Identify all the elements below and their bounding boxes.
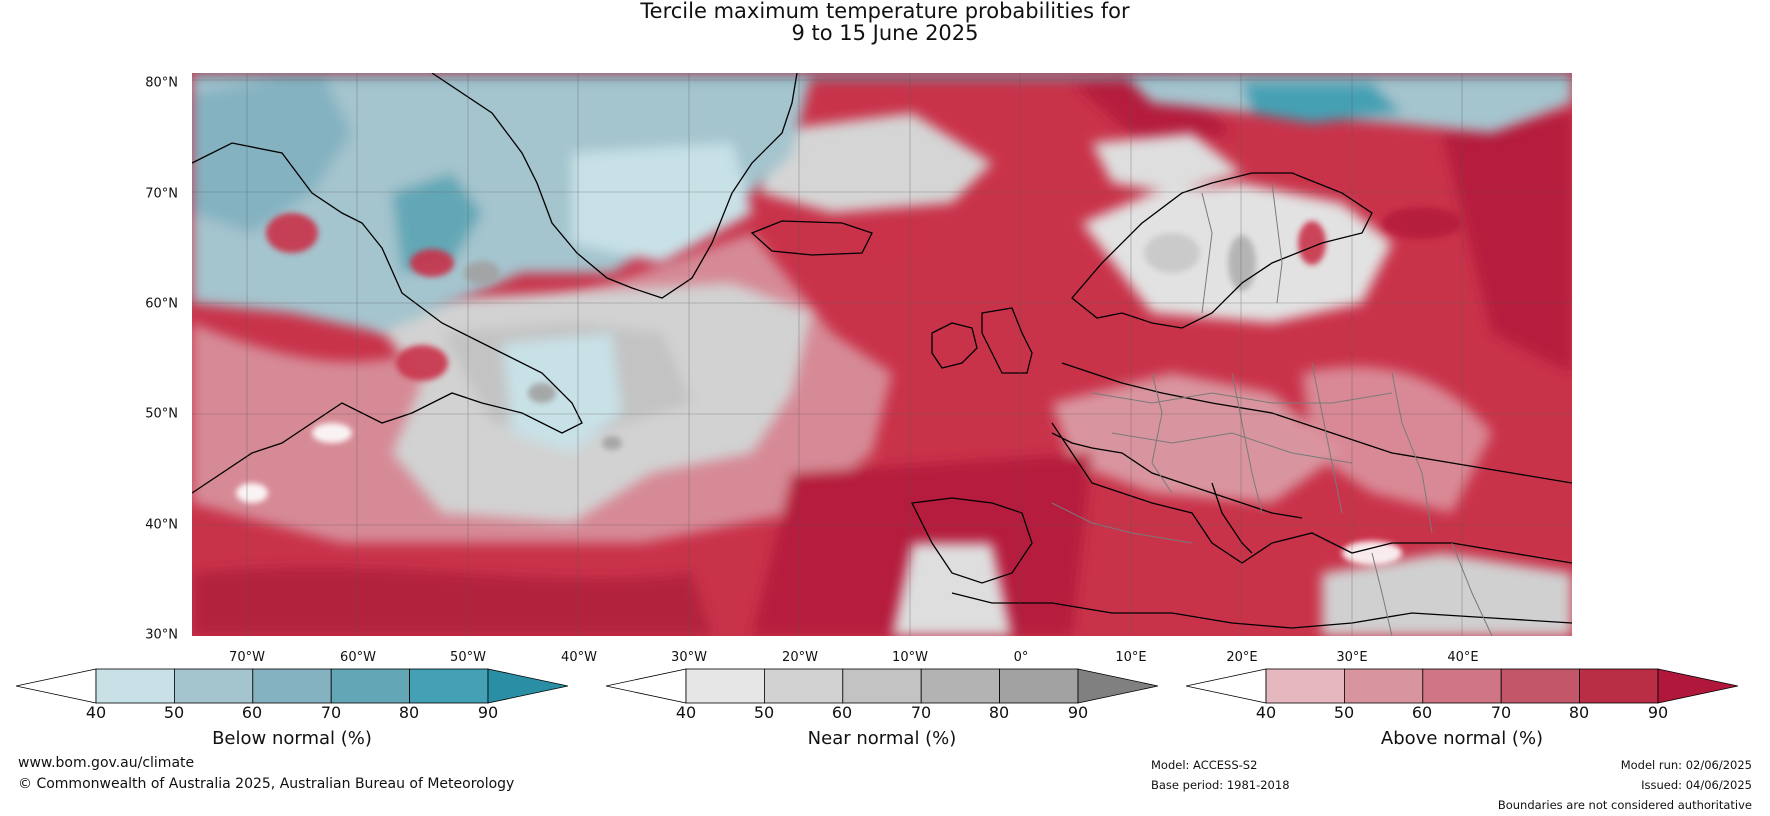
lon-label: 20°W bbox=[782, 650, 818, 665]
below-normal-upper-extension bbox=[487, 668, 568, 704]
near-normal-upper-extension bbox=[1077, 668, 1158, 704]
near-normal-tick: 40 bbox=[675, 703, 697, 722]
country-borders bbox=[1051, 182, 1493, 636]
near-normal-tick: 60 bbox=[831, 703, 853, 722]
lon-label: 0° bbox=[1013, 650, 1029, 665]
near-normal-colorbar bbox=[606, 668, 1158, 704]
near-normal-title: Near normal (%) bbox=[807, 728, 957, 749]
near-normal-segment bbox=[999, 668, 1079, 704]
above-normal-lower-extension bbox=[1186, 668, 1267, 704]
below-normal-tick: 50 bbox=[163, 703, 185, 722]
lat-label: 80°N bbox=[145, 75, 178, 91]
near-normal-lower-extension bbox=[606, 668, 687, 704]
map-title-line2: 9 to 15 June 2025 bbox=[791, 21, 979, 45]
lon-label: 40°W bbox=[561, 650, 597, 665]
lon-label: 30°W bbox=[671, 650, 707, 665]
lat-label: 50°N bbox=[145, 406, 178, 422]
above-normal-segment bbox=[1579, 668, 1659, 704]
above-normal-segment bbox=[1343, 668, 1424, 704]
probability-map bbox=[192, 73, 1572, 636]
copyright-text: © Commonwealth of Australia 2025, Austra… bbox=[18, 776, 515, 792]
above-normal-segment bbox=[1500, 668, 1581, 704]
base-period-text: Base period: 1981-2018 bbox=[1151, 778, 1290, 792]
below-normal-segment bbox=[409, 668, 489, 704]
graticule bbox=[192, 73, 1572, 636]
disclaimer-text: Boundaries are not considered authoritat… bbox=[1497, 798, 1752, 812]
lon-label: 60°W bbox=[340, 650, 376, 665]
above-normal-tick: 70 bbox=[1490, 703, 1512, 722]
bom-climate-link[interactable]: www.bom.gov.au/climate bbox=[18, 755, 195, 771]
near-normal-tick: 50 bbox=[753, 703, 775, 722]
below-normal-tick: 90 bbox=[477, 703, 499, 722]
above-normal-tick: 80 bbox=[1568, 703, 1590, 722]
lon-label: 30°E bbox=[1336, 650, 1368, 665]
below-normal-colorbar bbox=[16, 668, 568, 704]
above-normal-colorbar bbox=[1186, 668, 1738, 704]
lon-label: 10°E bbox=[1115, 650, 1147, 665]
above-normal-tick: 50 bbox=[1333, 703, 1355, 722]
map-canvas bbox=[192, 73, 1572, 636]
near-normal-segment bbox=[842, 668, 922, 704]
above-normal-tick: 40 bbox=[1255, 703, 1277, 722]
near-normal-segment bbox=[920, 668, 1001, 704]
lon-label: 40°E bbox=[1447, 650, 1479, 665]
near-normal-tick: 90 bbox=[1067, 703, 1089, 722]
below-normal-title: Below normal (%) bbox=[212, 728, 372, 749]
near-normal-tick: 80 bbox=[988, 703, 1010, 722]
below-normal-tick: 40 bbox=[85, 703, 107, 722]
near-normal-tick: 70 bbox=[910, 703, 932, 722]
lon-label: 20°E bbox=[1226, 650, 1258, 665]
lon-label: 70°W bbox=[229, 650, 265, 665]
above-normal-tick: 60 bbox=[1411, 703, 1433, 722]
above-normal-segment bbox=[1422, 668, 1502, 704]
coastlines bbox=[192, 73, 1572, 629]
below-normal-lower-extension bbox=[16, 668, 97, 704]
model-run-text: Model run: 02/06/2025 bbox=[1620, 758, 1752, 772]
model-text: Model: ACCESS-S2 bbox=[1151, 758, 1258, 772]
below-normal-segment bbox=[252, 668, 332, 704]
above-normal-upper-extension bbox=[1657, 668, 1738, 704]
below-normal-segment bbox=[173, 668, 254, 704]
lat-label: 60°N bbox=[145, 296, 178, 312]
below-normal-segment bbox=[330, 668, 411, 704]
near-normal-segment bbox=[763, 668, 844, 704]
above-normal-segment bbox=[1265, 668, 1345, 704]
lat-label: 30°N bbox=[145, 627, 178, 643]
lon-label: 50°W bbox=[450, 650, 486, 665]
below-normal-tick: 80 bbox=[398, 703, 420, 722]
lon-label: 10°W bbox=[892, 650, 928, 665]
below-normal-segment bbox=[95, 668, 175, 704]
lat-label: 70°N bbox=[145, 186, 178, 202]
near-normal-segment bbox=[685, 668, 765, 704]
below-normal-tick: 70 bbox=[320, 703, 342, 722]
lat-label: 40°N bbox=[145, 517, 178, 533]
above-normal-title: Above normal (%) bbox=[1380, 728, 1544, 749]
map-title-line1: Tercile maximum temperature probabilitie… bbox=[640, 0, 1130, 23]
above-normal-tick: 90 bbox=[1647, 703, 1669, 722]
issued-text: Issued: 04/06/2025 bbox=[1641, 778, 1752, 792]
below-normal-tick: 60 bbox=[241, 703, 263, 722]
